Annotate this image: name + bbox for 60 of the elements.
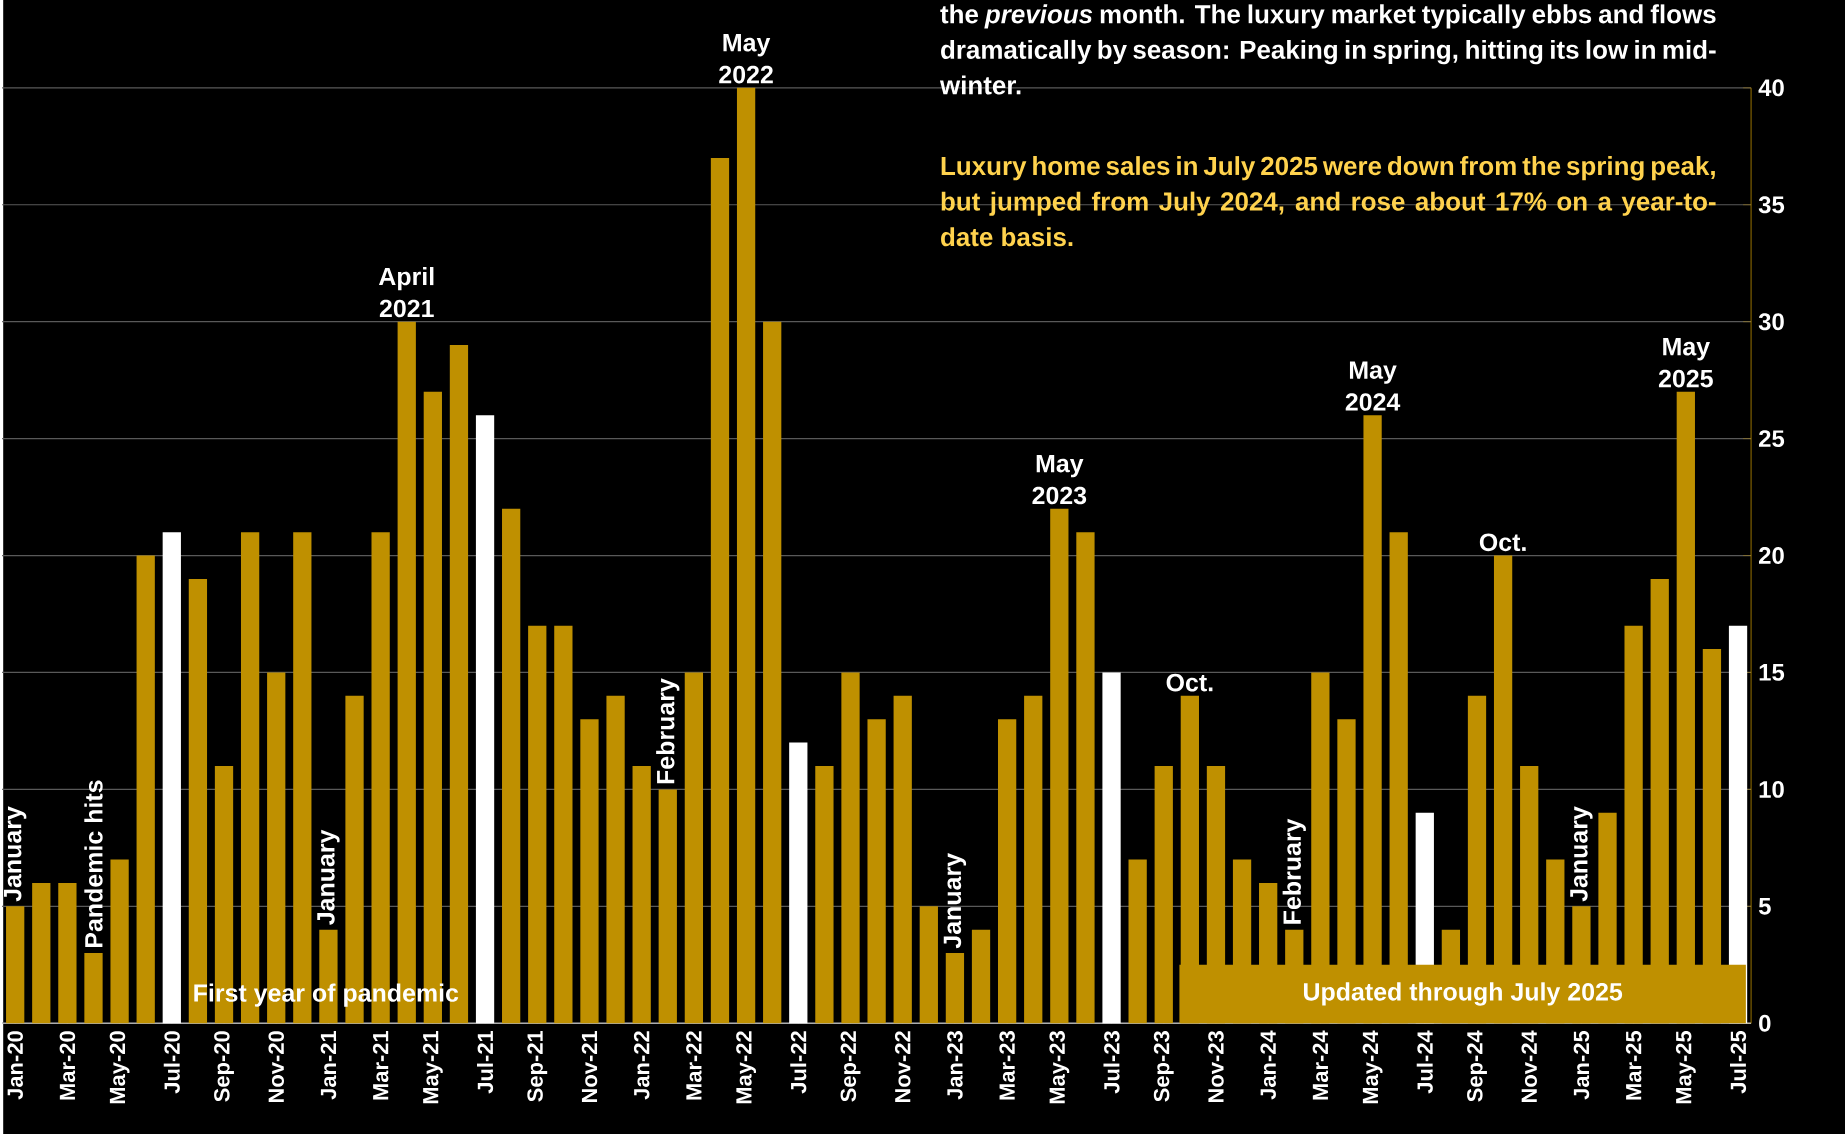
annotation: January <box>317 829 340 925</box>
x-tick-label: Jan-25 <box>1573 1030 1590 1100</box>
y-tick-label: 15 <box>1759 664 1785 681</box>
y-tick-label: 20 <box>1758 547 1784 564</box>
x-tick-label: May-25 <box>1675 1030 1696 1104</box>
annotation: January <box>943 853 967 949</box>
annotation: Updated through July 2025 <box>1303 982 1623 1006</box>
x-tick-label: Mar-24 <box>1312 1030 1329 1100</box>
x-tick-label: Nov-20 <box>268 1031 284 1103</box>
x-tick-label: Jan-24 <box>1260 1030 1276 1100</box>
x-tick-label: May-24 <box>1362 1030 1383 1104</box>
x-tick-label: Mar-22 <box>686 1031 702 1100</box>
x-tick-label: Jan-22 <box>633 1031 650 1100</box>
annotation: Pandemic hits <box>84 780 103 947</box>
x-tick-label: May-21 <box>422 1030 443 1104</box>
x-tick-label: Jan-23 <box>947 1031 963 1100</box>
x-tick-label: Sep-21 <box>527 1030 548 1102</box>
x-tick-label: Jul-23 <box>1103 1031 1120 1094</box>
text: May 2022 <box>719 34 773 84</box>
x-tick-label: Sep-24 <box>1467 1030 1487 1102</box>
x-tick-label: Jan-21 <box>320 1030 337 1100</box>
annotation: Oct. <box>1479 533 1526 552</box>
x-tick-label: Nov-24 <box>1521 1030 1537 1103</box>
x-tick-label: Mar-21 <box>372 1030 389 1100</box>
x-tick-label: Mar-25 <box>1625 1030 1642 1100</box>
x-tick-label: Mar-20 <box>59 1031 76 1100</box>
y-tick-label: 30 <box>1758 313 1784 331</box>
annotation: May 2024 <box>1345 361 1401 411</box>
x-tick-label: Mar-23 <box>999 1031 1015 1100</box>
x-tick-label: May-22 <box>736 1031 757 1104</box>
x-tick-label: Sep-22 <box>840 1031 861 1102</box>
x-tick-label: Jul-24 <box>1416 1030 1433 1094</box>
x-tick-label: Jul-20 <box>163 1031 180 1094</box>
x-tick-label: Sep-20 <box>214 1031 234 1102</box>
x-tick-label: Jul-25 <box>1729 1030 1747 1094</box>
y-tick-label: 5 <box>1758 897 1771 915</box>
y-tick-label: 35 <box>1758 196 1785 214</box>
annotation: February <box>656 678 680 784</box>
annotation: May 2023 <box>1032 454 1087 505</box>
x-tick-label: Nov-22 <box>894 1031 911 1103</box>
annotation: January <box>1570 806 1593 902</box>
annotation: Luxury home sales in July 2025 were down from the spring peak, but jumped from July 2024, and rose about 17% on a year-to-date basis. <box>941 156 1716 247</box>
x-tick-label: May-20 <box>109 1031 130 1104</box>
annotation: January <box>4 806 27 902</box>
y-tick-label: 10 <box>1759 780 1784 798</box>
y-tick-label: 40 <box>1758 79 1784 97</box>
annotation: May 2025 <box>1658 338 1713 388</box>
x-tick-label: Sep-23 <box>1153 1031 1174 1102</box>
x-tick-label: May-23 <box>1049 1031 1070 1104</box>
annotation: February <box>1282 818 1306 924</box>
y-tick-label: 0 <box>1759 1014 1771 1032</box>
x-tick-label: Jul-21 <box>476 1030 494 1094</box>
annotation: Oct. <box>1166 673 1213 692</box>
annotation: the previous month. The luxury market typically ebbs and flows dramatically by season: Peaking in spring, hitting its low in mid-winter. <box>939 4 1716 95</box>
x-tick-label: Jan-20 <box>7 1031 23 1100</box>
x-tick-label: Nov-23 <box>1208 1031 1224 1103</box>
x-tick-label: Jul-22 <box>790 1031 807 1094</box>
y-tick-label: 25 <box>1758 430 1785 448</box>
annotation: April 2021 <box>378 266 434 318</box>
x-tick-label: Nov-21 <box>581 1030 598 1103</box>
